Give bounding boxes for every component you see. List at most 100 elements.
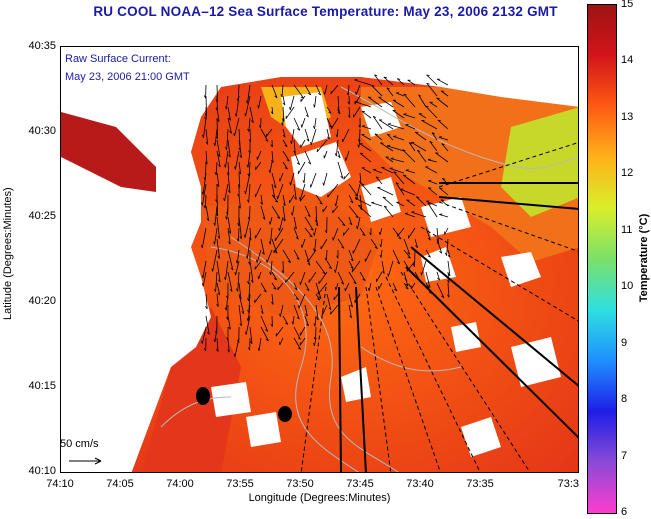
current-vector-head bbox=[307, 262, 311, 266]
current-vector bbox=[337, 216, 346, 226]
current-vector bbox=[323, 150, 328, 159]
current-vector-head bbox=[282, 134, 286, 138]
current-vector bbox=[359, 227, 366, 236]
y-tick-label: 40:35 bbox=[28, 40, 56, 52]
y-tick-label: 40:20 bbox=[28, 295, 56, 307]
current-vector-head bbox=[396, 261, 400, 265]
current-vector-head bbox=[217, 164, 221, 168]
current-vector bbox=[304, 304, 308, 317]
current-vector-head bbox=[270, 111, 274, 115]
current-vector-head bbox=[201, 275, 204, 279]
current-vector-head bbox=[213, 241, 215, 245]
current-vector bbox=[421, 260, 427, 276]
current-vector bbox=[393, 136, 405, 141]
current-vector bbox=[226, 128, 229, 150]
current-vector-head bbox=[437, 277, 440, 281]
current-vector-head bbox=[308, 161, 312, 165]
current-vector bbox=[293, 293, 299, 300]
current-vector bbox=[332, 227, 339, 241]
current-vector bbox=[260, 205, 266, 220]
current-vector-head bbox=[427, 285, 431, 288]
current-vector-head bbox=[218, 279, 221, 283]
current-vector-head bbox=[316, 148, 319, 152]
current-vector-head bbox=[265, 338, 269, 342]
current-vector bbox=[290, 172, 295, 186]
current-vector bbox=[225, 150, 229, 168]
y-tick-label: 40:25 bbox=[28, 210, 56, 222]
current-vector bbox=[315, 194, 323, 205]
current-vector bbox=[249, 106, 254, 123]
current-vector-head bbox=[387, 133, 391, 136]
current-vector-head bbox=[355, 216, 359, 218]
current-vector bbox=[227, 337, 230, 353]
current-vector bbox=[260, 282, 267, 293]
current-vector bbox=[304, 227, 313, 238]
current-vector-head bbox=[440, 199, 444, 201]
current-vector bbox=[446, 238, 449, 256]
current-vector bbox=[258, 95, 262, 109]
cloud-mask-1 bbox=[121, 67, 181, 137]
current-vector bbox=[314, 238, 317, 252]
current-vector bbox=[429, 141, 438, 152]
current-vector-head bbox=[327, 136, 330, 140]
current-vector bbox=[396, 78, 405, 86]
current-vector-head bbox=[233, 132, 235, 137]
current-vector bbox=[254, 227, 262, 239]
current-vector bbox=[326, 128, 330, 140]
current-vector-head bbox=[250, 279, 254, 283]
current-vector bbox=[238, 172, 241, 188]
current-vector bbox=[304, 282, 310, 291]
current-vector bbox=[361, 110, 372, 119]
current-vector-head bbox=[403, 93, 407, 96]
current-vector-head bbox=[247, 309, 250, 313]
current-vector bbox=[227, 271, 233, 292]
current-vector bbox=[237, 227, 240, 242]
current-vector-head bbox=[428, 291, 432, 294]
colorbar-tick-label: 10 bbox=[621, 280, 634, 292]
current-vector-head bbox=[234, 166, 236, 170]
current-vector bbox=[314, 117, 317, 129]
current-vector bbox=[332, 205, 339, 214]
current-vector bbox=[436, 78, 449, 86]
current-vector bbox=[351, 260, 361, 273]
surface-current-vectors bbox=[200, 74, 451, 357]
current-vector bbox=[297, 161, 306, 174]
current-vector-head bbox=[244, 190, 246, 195]
current-vector bbox=[201, 227, 207, 248]
current-vector bbox=[254, 293, 262, 303]
current-vector bbox=[227, 161, 230, 175]
raritan-bay-sst bbox=[61, 112, 156, 192]
current-vector-head bbox=[214, 288, 216, 292]
current-vector bbox=[304, 84, 312, 96]
current-vector bbox=[359, 271, 366, 281]
current-vector-head bbox=[306, 323, 309, 327]
current-vector-head bbox=[384, 205, 388, 208]
current-vector bbox=[315, 216, 319, 226]
current-vector bbox=[236, 249, 240, 264]
current-vector-head bbox=[346, 92, 349, 96]
current-vector-head bbox=[265, 139, 269, 142]
current-vector bbox=[359, 143, 372, 152]
current-vector bbox=[216, 238, 220, 259]
current-vector bbox=[348, 304, 352, 318]
current-vector-head bbox=[358, 204, 362, 207]
cloud-mask-12 bbox=[246, 412, 281, 447]
current-vector bbox=[271, 238, 278, 254]
cloud-mask-14 bbox=[461, 417, 501, 457]
current-vector bbox=[237, 271, 240, 292]
current-vector bbox=[260, 128, 269, 142]
current-vector bbox=[425, 166, 438, 174]
current-vector bbox=[258, 271, 262, 280]
station-marker-2 bbox=[278, 406, 292, 422]
current-vector-head bbox=[407, 256, 411, 259]
current-vector bbox=[271, 271, 278, 281]
current-vector bbox=[425, 249, 431, 258]
current-vector-head bbox=[359, 207, 363, 211]
current-vector-head bbox=[289, 106, 291, 110]
current-vector bbox=[348, 271, 357, 285]
current-vector-head bbox=[427, 255, 431, 258]
current-vector bbox=[314, 315, 317, 327]
current-vector bbox=[447, 249, 451, 258]
current-vector-head bbox=[233, 353, 236, 357]
current-vector-head bbox=[439, 187, 443, 189]
